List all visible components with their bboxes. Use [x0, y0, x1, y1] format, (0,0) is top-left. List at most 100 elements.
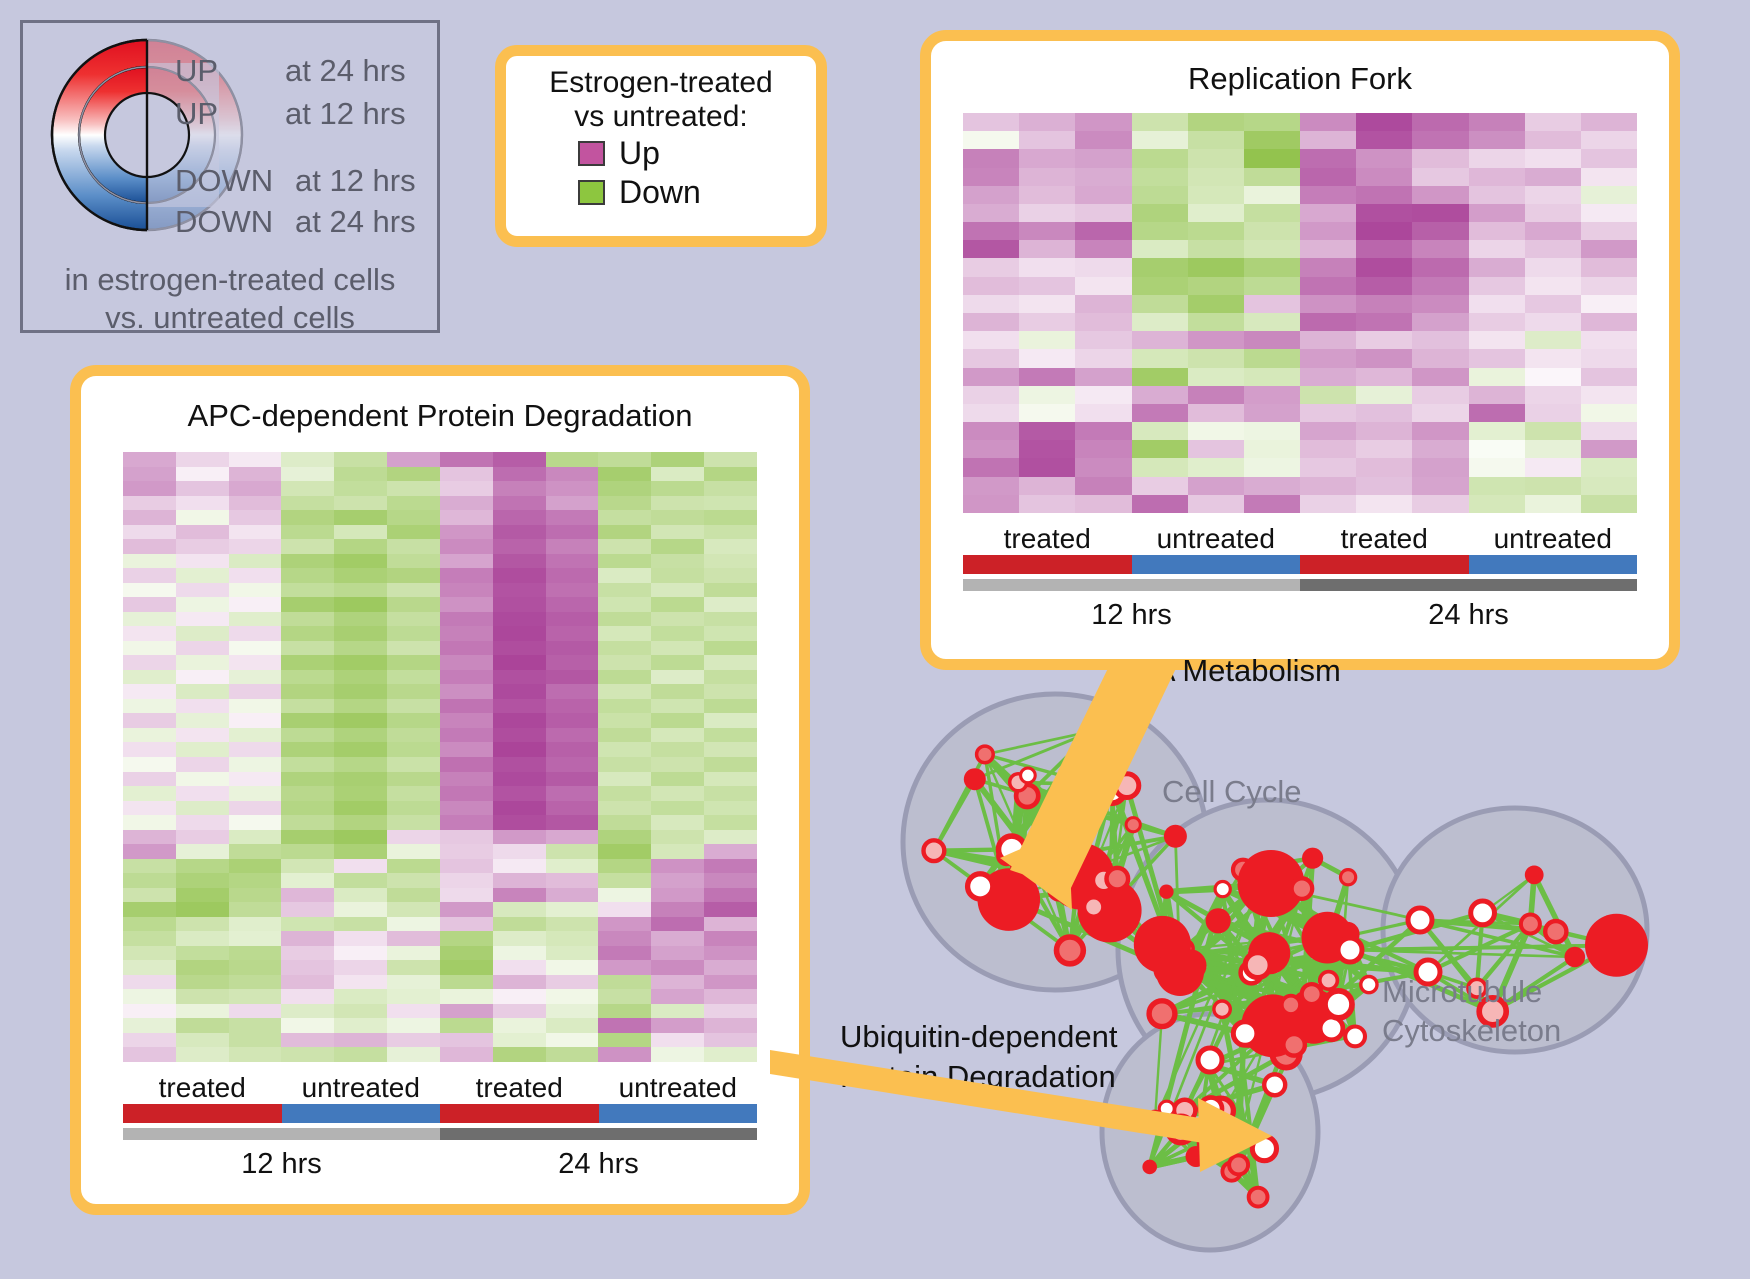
heatmap-cell [334, 524, 388, 540]
heatmap-cell [439, 887, 493, 903]
network-node [1281, 1031, 1308, 1058]
heatmap-cell [651, 902, 705, 917]
heatmap-cell [228, 1047, 282, 1062]
heatmap-cell [492, 524, 546, 540]
heatmap-cell [228, 974, 282, 990]
heatmap-cell [545, 669, 599, 685]
heatmap-cell [704, 756, 757, 772]
heatmap-cell [963, 494, 1020, 513]
heatmap-cell [651, 756, 705, 772]
heatmap-cell [651, 771, 705, 787]
heatmap-cell [1131, 258, 1188, 277]
heatmap-cell [545, 452, 599, 467]
heatmap-cell [1131, 131, 1188, 150]
heatmap-cell [1243, 494, 1300, 513]
heatmap-cell [545, 1032, 599, 1048]
heatmap-cell [387, 495, 440, 511]
time-bar-24hrs [1300, 579, 1637, 591]
network-node [1213, 879, 1232, 899]
heatmap-cell [651, 786, 705, 801]
heatmap-cell [334, 945, 388, 961]
heatmap-cell [387, 989, 440, 1004]
heatmap-cell [651, 800, 705, 816]
heatmap-cell [1356, 349, 1413, 368]
heatmap-cell [704, 989, 757, 1004]
heatmap-cell [1468, 167, 1525, 186]
dial-legend-footer-line1: in estrogen-treated cells [64, 262, 396, 297]
heatmap-cell [1300, 312, 1357, 332]
heatmap-cell [387, 684, 440, 699]
heatmap-cell [1412, 440, 1469, 459]
network-node [1053, 934, 1087, 967]
heatmap-cell [1131, 367, 1188, 386]
heatmap-cell [651, 713, 705, 728]
network-node [1145, 1109, 1165, 1130]
heatmap-cell [598, 1032, 652, 1048]
heatmap-cell [492, 713, 546, 728]
heatmap-cell [1468, 258, 1525, 277]
heatmap-cell [1580, 203, 1637, 223]
heatmap-cell [387, 727, 440, 743]
heatmap-cell [123, 960, 176, 975]
heatmap-cell [1580, 240, 1637, 259]
heatmap-cell [281, 539, 335, 554]
heatmap-cell [1580, 185, 1637, 204]
heatmap-cell [651, 626, 705, 641]
heatmap-cell [651, 742, 705, 757]
heatmap-cell [492, 655, 546, 670]
heatmap-cell [1019, 294, 1076, 313]
heatmap-cell [704, 815, 757, 830]
heatmap-cell [1187, 349, 1244, 368]
heatmap-cell [1131, 222, 1188, 241]
heatmap-cell [545, 989, 599, 1004]
heatmap-cell [1131, 149, 1188, 168]
color-key-panel: Estrogen-treated vs untreated: Up Down [495, 45, 827, 247]
treatment-bar [123, 1104, 282, 1123]
heatmap-cell [387, 481, 440, 496]
heatmap-cell [545, 815, 599, 830]
heatmap-cell [1131, 476, 1188, 495]
heatmap-cell [1075, 185, 1132, 204]
heatmap-cell [175, 742, 229, 757]
heatmap-cell [492, 873, 546, 888]
heatmap-cell [1412, 294, 1469, 313]
heatmap-cell [228, 887, 282, 903]
heatmap-cell [175, 466, 229, 482]
network-node-large [1585, 913, 1648, 977]
heatmap-cell [1300, 113, 1357, 132]
heatmap-cell [228, 829, 282, 845]
heatmap-cell [1412, 494, 1469, 513]
heatmap-cell [387, 858, 440, 874]
heatmap-cell [492, 844, 546, 859]
heatmap-cell [1131, 349, 1188, 368]
heatmap-cell [228, 1032, 282, 1048]
heatmap-cell [1243, 222, 1300, 241]
heatmap-cell [1412, 476, 1469, 495]
heatmap-cell [1075, 240, 1132, 259]
panel-apc-degradation: APC-dependent Protein Degradation treate… [70, 365, 810, 1215]
heatmap-cell [439, 800, 493, 816]
heatmap-cell [1300, 367, 1357, 386]
heatmap-cell [1019, 422, 1076, 441]
heatmap-cell [1412, 331, 1469, 350]
heatmap-cell [334, 931, 388, 946]
heatmap-cell [175, 1047, 229, 1062]
heatmap-cell [963, 440, 1020, 459]
network-node [1112, 771, 1142, 801]
heatmap-cell [598, 626, 652, 641]
heatmap-cell [1524, 222, 1581, 241]
dial-row-time-0: at 24 hrs [285, 53, 406, 88]
heatmap-cell [228, 684, 282, 699]
heatmap-cell [281, 771, 335, 787]
heatmap-cell [175, 931, 229, 946]
network-node [1195, 1045, 1225, 1075]
heatmap-cell [651, 539, 705, 554]
heatmap-cell [963, 331, 1020, 350]
heatmap-cell [1187, 312, 1244, 332]
heatmap-cell [387, 597, 440, 612]
heatmap-cell [963, 367, 1020, 386]
heatmap-cell [228, 452, 282, 467]
heatmap-cell [704, 539, 757, 554]
heatmap-cell [598, 756, 652, 772]
heatmap-cell [651, 684, 705, 699]
